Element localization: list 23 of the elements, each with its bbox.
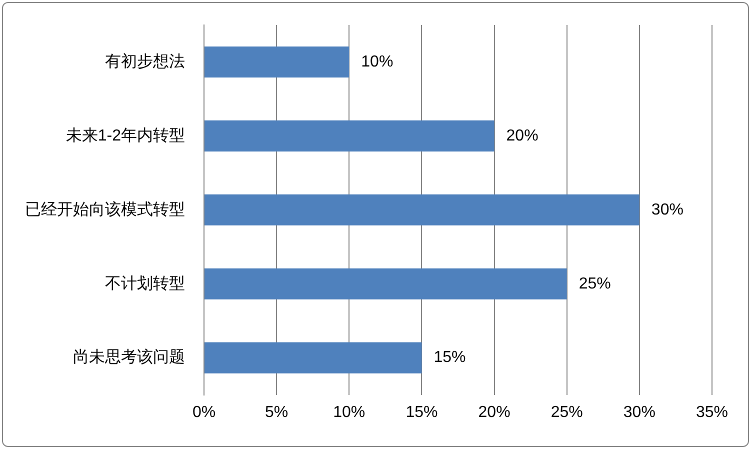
data-label: 20% [506,127,538,144]
bar [204,194,640,226]
data-label: 30% [651,201,684,218]
x-tick-label: 5% [265,404,288,421]
data-label: 10% [361,53,394,70]
bar [204,268,567,300]
x-tick-label: 25% [550,404,583,421]
bar [204,120,494,152]
y-tick-label: 尚未思考该问题 [73,348,185,366]
x-tick-label: 0% [192,404,216,421]
x-tick-label: 10% [333,404,366,421]
x-tick-label: 15% [406,404,438,421]
data-label: 15% [434,349,466,366]
bar [204,46,350,78]
x-tick-label: 20% [478,404,510,421]
bar [204,342,422,374]
x-tick-label: 30% [623,404,656,421]
y-tick-label: 不计划转型 [105,274,185,292]
y-tick-label: 有初步想法 [105,52,185,70]
y-tick-label: 已经开始向该模式转型 [25,200,185,218]
data-label: 25% [578,275,611,292]
y-tick-label: 未来1-2年内转型 [66,126,185,144]
x-tick-label: 35% [696,404,728,421]
